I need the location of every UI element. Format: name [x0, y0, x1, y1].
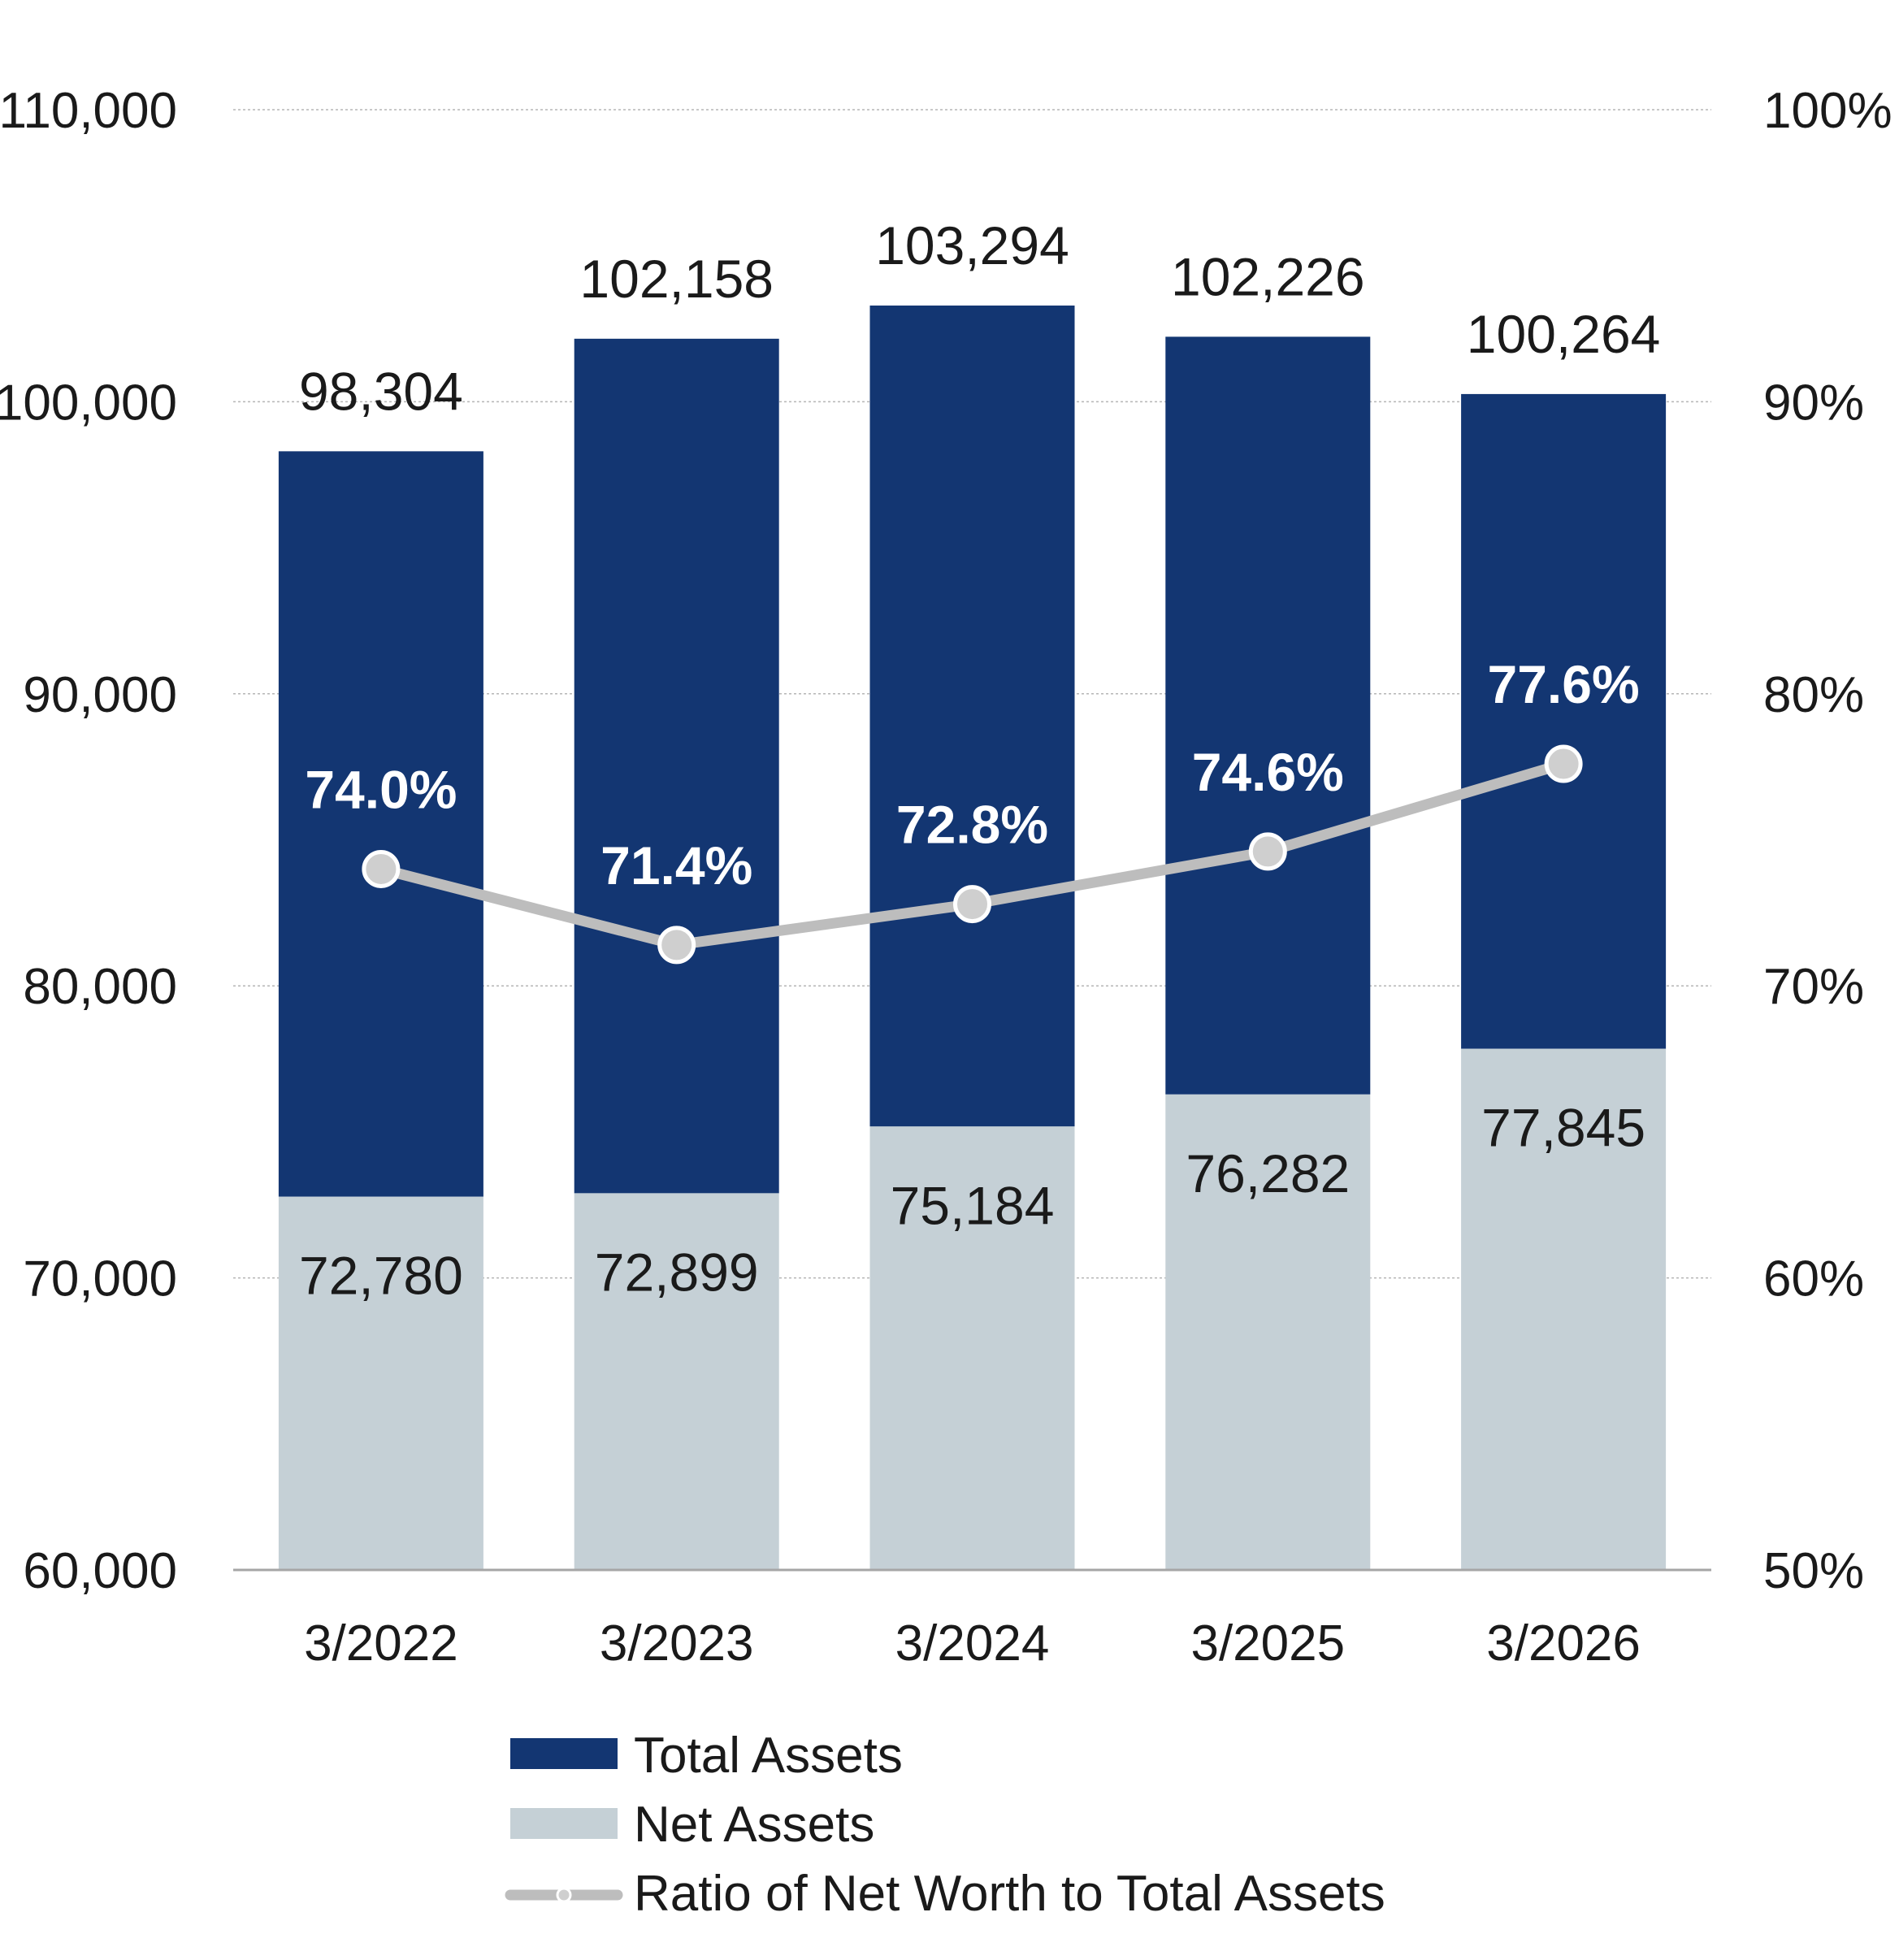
y-right-tick-label: 50% [1763, 1543, 1864, 1599]
legend-label-total-assets: Total Assets [634, 1728, 903, 1784]
ratio-label: 74.0% [305, 759, 457, 819]
x-category-label: 3/2023 [600, 1615, 754, 1672]
bar-net-assets [278, 1196, 483, 1570]
bar-net-assets [1165, 1094, 1371, 1570]
legend-label-ratio: Ratio of Net Worth to Total Assets [634, 1866, 1385, 1922]
y-left-tick-label: 90,000 [23, 667, 177, 723]
ratio-point [1248, 832, 1287, 871]
ratio-point [1544, 744, 1583, 783]
bar-net-assets [869, 1126, 1075, 1570]
bar-total-assets [1461, 393, 1667, 1049]
ratio-label: 71.4% [600, 835, 752, 895]
y-right-tick-label: 60% [1763, 1251, 1864, 1307]
net-assets-label: 72,780 [299, 1246, 463, 1306]
ratio-label: 72.8% [896, 795, 1048, 855]
y-left-tick-label: 100,000 [0, 375, 177, 431]
legend-swatch-ratio-point [556, 1887, 572, 1903]
ratio-point [362, 849, 401, 888]
x-category-label: 3/2024 [895, 1615, 1050, 1672]
ratio-point [657, 926, 696, 965]
ratio-label: 74.6% [1192, 742, 1344, 802]
bar-total-assets [574, 338, 779, 1194]
net-assets-label: 76,282 [1186, 1143, 1350, 1203]
ratio-point [953, 885, 991, 924]
bar-net-assets [574, 1193, 779, 1570]
y-right-tick-label: 70% [1763, 959, 1864, 1015]
net-assets-label: 72,899 [595, 1242, 759, 1302]
x-category-label: 3/2026 [1486, 1615, 1641, 1672]
legend-swatch-net-assets [510, 1808, 618, 1839]
total-assets-label: 103,294 [875, 215, 1069, 275]
legend-label-net-assets: Net Assets [634, 1797, 874, 1853]
net-assets-label: 77,845 [1481, 1098, 1645, 1158]
y-left-tick-label: 70,000 [23, 1251, 177, 1307]
bar-total-assets [869, 306, 1075, 1127]
legend-swatch-total-assets [510, 1738, 618, 1769]
total-assets-label: 102,158 [579, 249, 774, 309]
bar-net-assets [1461, 1048, 1667, 1570]
bar-total-assets [1165, 336, 1371, 1095]
net-assets-label: 75,184 [891, 1175, 1055, 1235]
x-category-label: 3/2025 [1190, 1615, 1345, 1672]
y-left-tick-label: 60,000 [23, 1543, 177, 1599]
total-assets-label: 102,226 [1171, 246, 1365, 306]
y-left-tick-label: 110,000 [0, 83, 177, 139]
total-assets-label: 98,304 [299, 361, 463, 421]
bar-total-assets [278, 451, 483, 1197]
total-assets-label: 100,264 [1467, 304, 1661, 364]
y-left-tick-label: 80,000 [23, 959, 177, 1015]
y-right-tick-label: 80% [1763, 667, 1864, 723]
ratio-label: 77.6% [1488, 654, 1640, 714]
y-right-tick-label: 90% [1763, 375, 1864, 431]
y-right-tick-label: 100% [1763, 83, 1892, 139]
x-category-label: 3/2022 [304, 1615, 458, 1672]
